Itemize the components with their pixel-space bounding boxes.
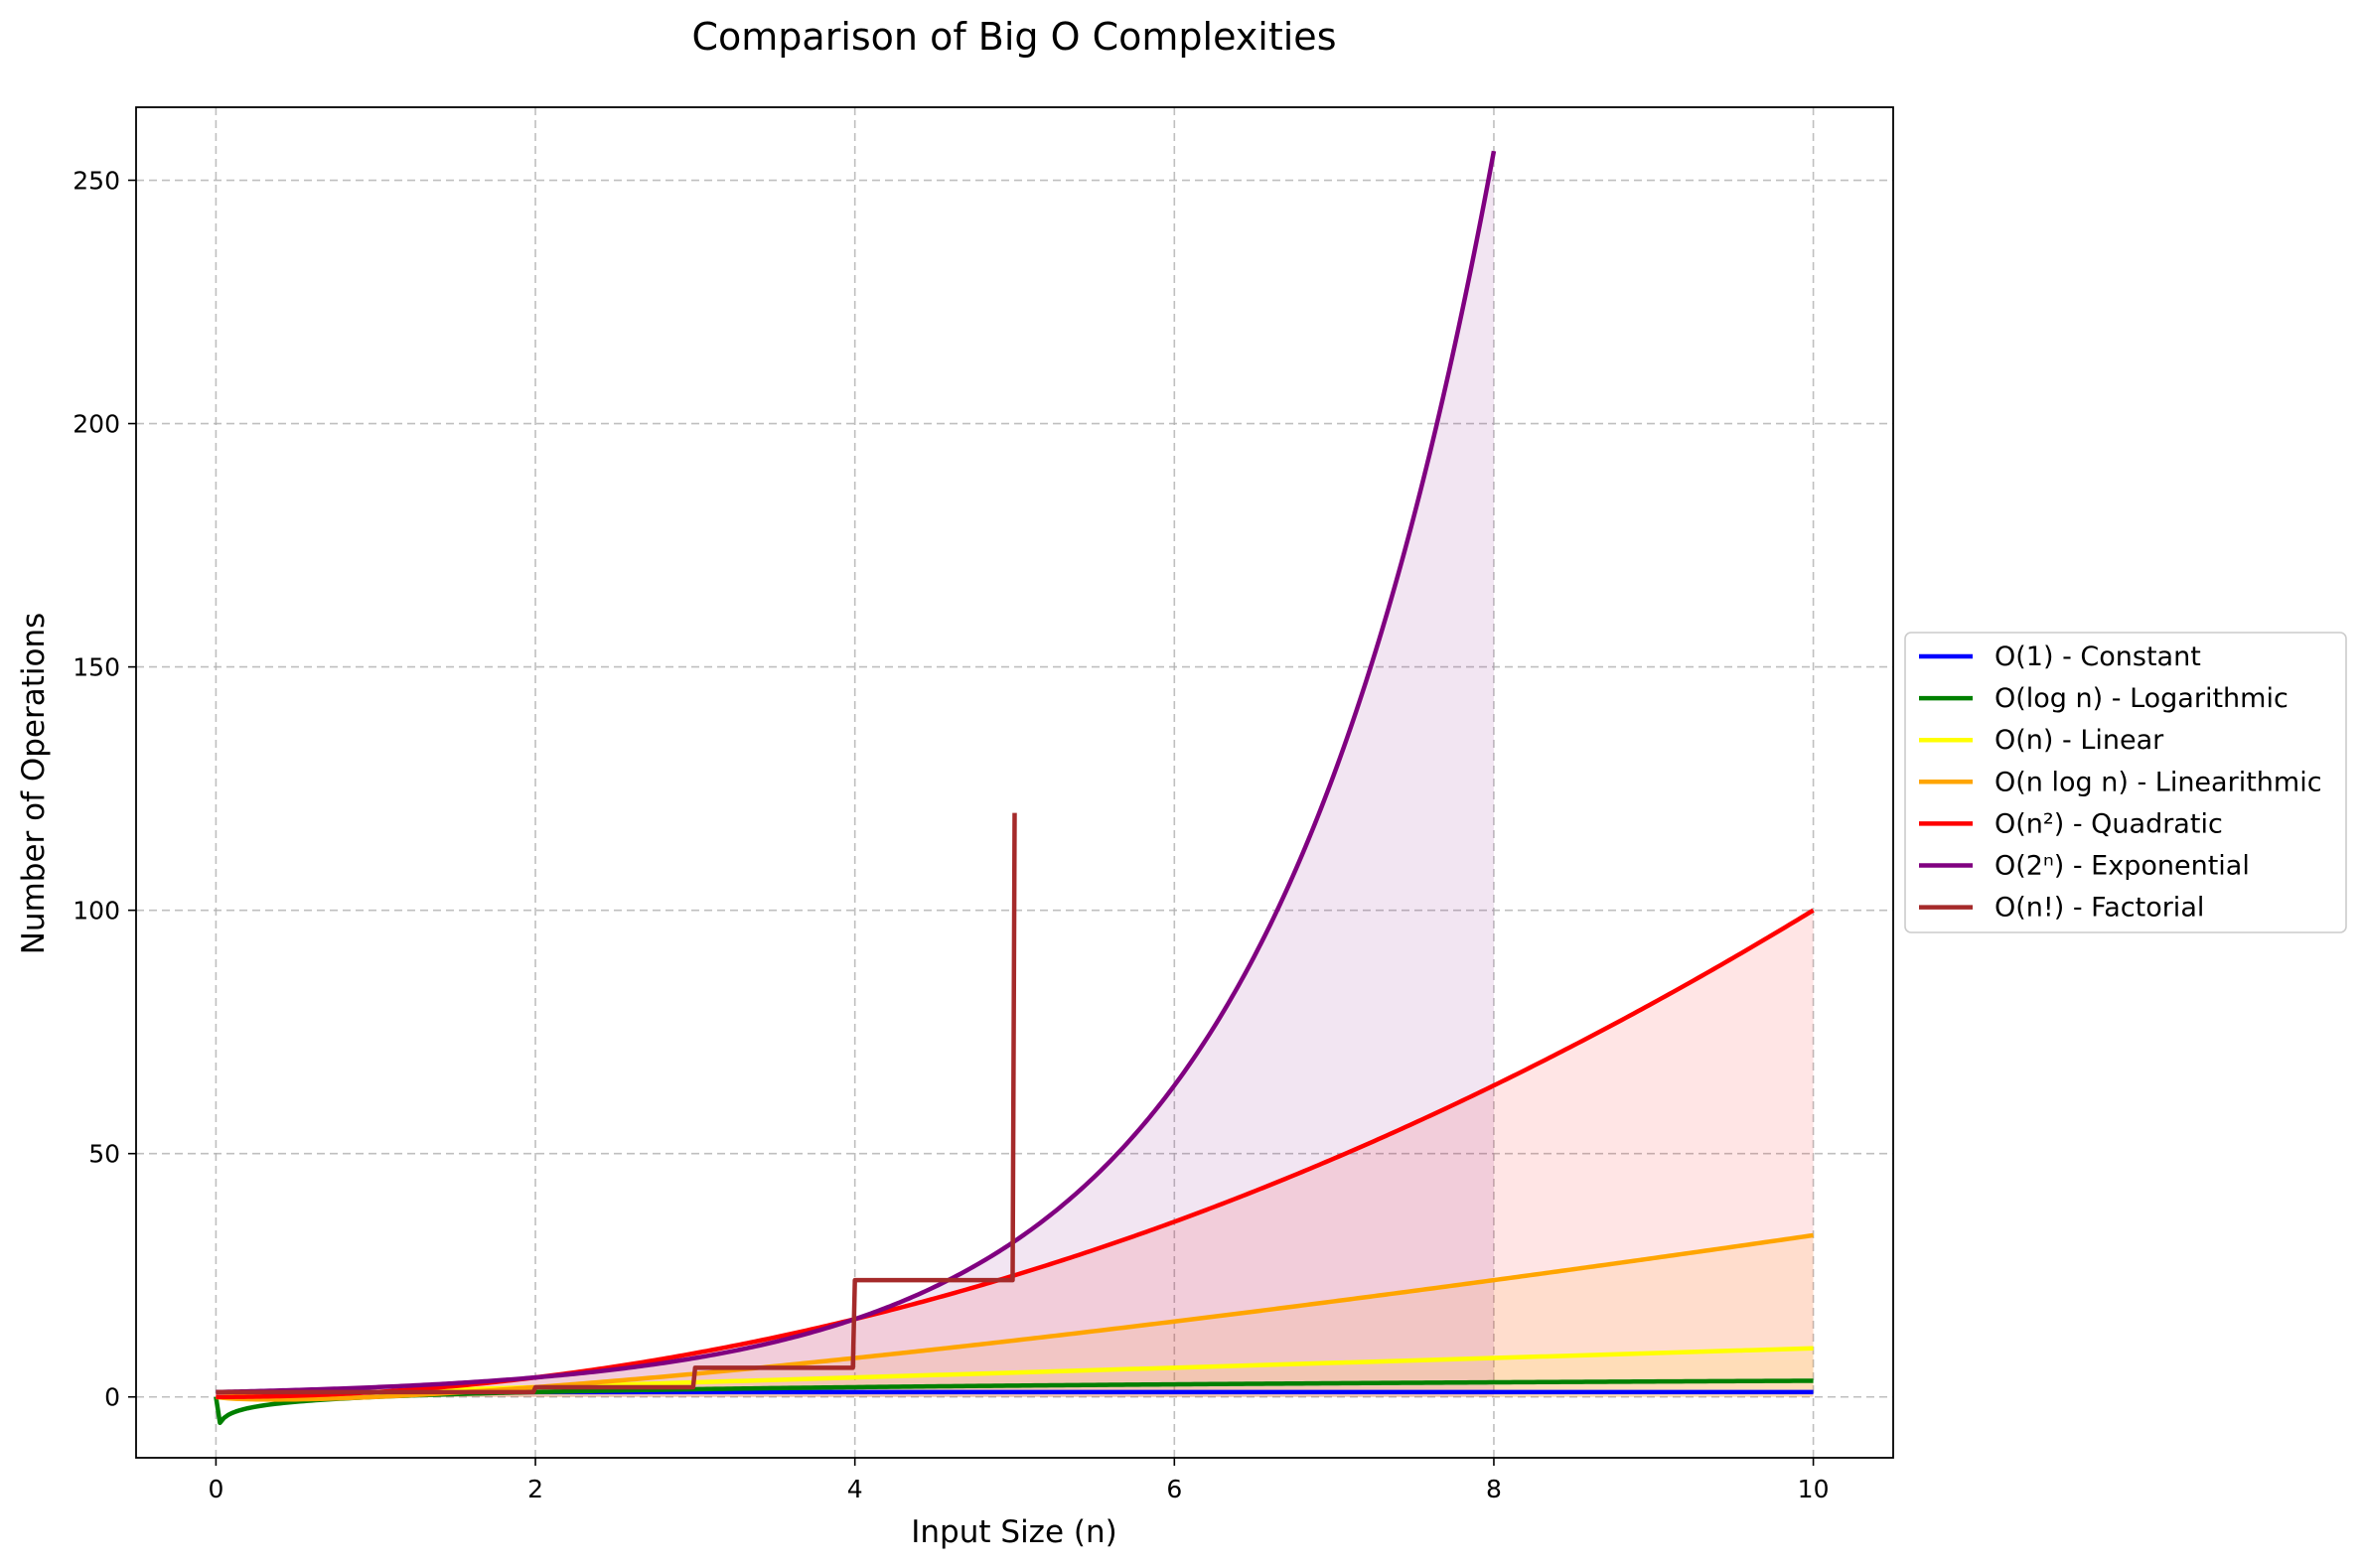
y-tick-label: 50: [88, 1140, 120, 1169]
y-tick-label: 250: [73, 167, 120, 196]
legend-label: O(log n) - Logarithmic: [1994, 683, 2289, 714]
fill-o-n-quadratic: [216, 910, 1814, 1397]
legend-label: O(2ⁿ) - Exponential: [1994, 851, 2250, 882]
x-tick-label: 2: [527, 1475, 543, 1503]
x-tick-label: 0: [208, 1475, 223, 1503]
legend-label: O(1) - Constant: [1994, 641, 2201, 672]
x-tick-label: 6: [1166, 1475, 1182, 1503]
legend-label: O(n) - Linear: [1994, 725, 2164, 756]
legend-label: O(n!) - Factorial: [1994, 893, 2204, 924]
y-tick-label: 0: [104, 1383, 120, 1412]
fill-o-2-exponential: [216, 151, 1494, 1397]
plot-frame: [135, 106, 1894, 1459]
y-tick-label: 150: [73, 653, 120, 682]
x-axis-label: Input Size (n): [911, 1514, 1116, 1550]
x-tick-label: 10: [1798, 1475, 1830, 1503]
y-tick-label: 200: [73, 410, 120, 439]
y-tick-label: 100: [73, 897, 120, 926]
legend-label: O(n²) - Quadratic: [1994, 808, 2223, 839]
y-axis-label: Number of Operations: [16, 613, 52, 955]
legend: O(1) - Constant O(log n) - Logarithmic O(n…: [1904, 632, 2347, 933]
grid-lines: [136, 107, 1893, 1458]
series-lines: [214, 150, 1815, 1426]
x-tick-label: 4: [847, 1475, 863, 1503]
x-tick-label: 8: [1486, 1475, 1502, 1503]
chart-title: Comparison of Big O Complexities: [692, 15, 1337, 59]
legend-frame: [1904, 632, 2347, 933]
legend-label: O(n log n) - Linearithmic: [1994, 767, 2322, 797]
line-o-n-factorial: [216, 812, 1017, 1395]
